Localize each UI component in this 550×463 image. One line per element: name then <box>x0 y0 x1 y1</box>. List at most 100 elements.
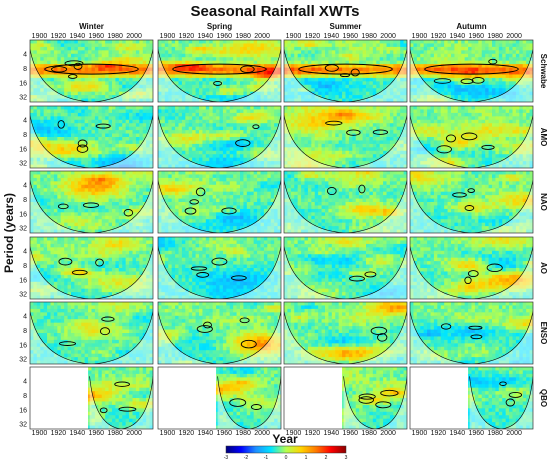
bottom-year-tick-winter-1980: 1980 <box>107 430 123 437</box>
panel-ao-winter <box>29 236 154 300</box>
season-label-spring: Spring <box>207 22 232 31</box>
colorbar-gradient <box>225 445 347 454</box>
panel-qbo-winter <box>29 366 154 430</box>
bottom-year-tick-autumn-1940: 1940 <box>450 430 466 437</box>
top-year-tick-autumn-1900: 1900 <box>412 33 428 40</box>
bottom-year-tick-summer-2000: 2000 <box>380 430 396 437</box>
panel-nao-spring <box>157 170 282 234</box>
colorbar-tick-3: 3 <box>345 455 348 461</box>
period-tick-enso-32: 32 <box>19 357 27 364</box>
bottom-year-tick-spring-1980: 1980 <box>235 430 251 437</box>
panel-frame <box>29 105 154 169</box>
top-year-tick-winter-1940: 1940 <box>70 33 86 40</box>
top-year-tick-summer-1940: 1940 <box>324 33 340 40</box>
top-year-tick-autumn-1940: 1940 <box>450 33 466 40</box>
top-year-tick-autumn-2000: 2000 <box>506 33 522 40</box>
panel-schwabe-autumn <box>409 39 534 103</box>
colorbar: -3 -2 -1 0 1 2 3 <box>224 445 348 461</box>
y-axis-label: Period (years) <box>2 193 16 273</box>
panel-schwabe-winter <box>29 39 154 103</box>
period-tick-amo-16: 16 <box>19 146 27 153</box>
row-label-qbo: QBO <box>539 389 548 407</box>
top-year-tick-autumn-1960: 1960 <box>468 33 484 40</box>
period-tick-enso-4: 4 <box>23 314 27 321</box>
period-tick-qbo-8: 8 <box>23 393 27 400</box>
period-tick-ao-8: 8 <box>23 263 27 270</box>
panel-enso-autumn <box>409 301 534 365</box>
panel-frame <box>409 236 534 300</box>
season-label-summer: Summer <box>329 22 361 31</box>
bottom-year-tick-autumn-1900: 1900 <box>412 430 428 437</box>
top-year-tick-summer-1900: 1900 <box>286 33 302 40</box>
panel-frame <box>29 236 154 300</box>
bottom-year-tick-summer-1900: 1900 <box>286 430 302 437</box>
season-label-autumn: Autumn <box>456 22 486 31</box>
colorbar-tick-0: 0 <box>285 455 288 461</box>
panel-frame <box>409 301 534 365</box>
bottom-year-tick-summer-1960: 1960 <box>342 430 358 437</box>
colorbar-tick-1: 1 <box>305 455 308 461</box>
bottom-year-tick-spring-2000: 2000 <box>254 430 270 437</box>
panel-ao-spring <box>157 236 282 300</box>
bottom-year-tick-winter-1960: 1960 <box>88 430 104 437</box>
top-year-tick-spring-1980: 1980 <box>235 33 251 40</box>
colorbar-tick--3: -3 <box>224 455 229 461</box>
period-tick-enso-16: 16 <box>19 342 27 349</box>
period-tick-ao-32: 32 <box>19 292 27 299</box>
panel-frame <box>283 105 408 169</box>
top-year-tick-spring-2000: 2000 <box>254 33 270 40</box>
panel-enso-summer <box>283 301 408 365</box>
panel-amo-winter <box>29 105 154 169</box>
period-tick-nao-4: 4 <box>23 183 27 190</box>
season-label-winter: Winter <box>79 22 104 31</box>
top-year-tick-spring-1940: 1940 <box>198 33 214 40</box>
row-label-amo: AMO <box>539 128 548 147</box>
top-year-tick-spring-1920: 1920 <box>179 33 195 40</box>
row-label-ao: AO <box>539 262 548 274</box>
top-year-tick-winter-1960: 1960 <box>88 33 104 40</box>
period-tick-enso-8: 8 <box>23 328 27 335</box>
top-year-tick-winter-2000: 2000 <box>126 33 142 40</box>
panel-frame <box>157 236 282 300</box>
panel-nao-autumn <box>409 170 534 234</box>
panel-frame <box>409 105 534 169</box>
bottom-year-tick-summer-1920: 1920 <box>305 430 321 437</box>
panel-frame <box>157 366 282 430</box>
top-year-tick-summer-1960: 1960 <box>342 33 358 40</box>
panel-nao-winter <box>29 170 154 234</box>
bottom-year-tick-winter-1940: 1940 <box>70 430 86 437</box>
panel-qbo-autumn <box>409 366 534 430</box>
period-tick-schwabe-8: 8 <box>23 66 27 73</box>
panel-qbo-summer <box>283 366 408 430</box>
top-year-tick-spring-1960: 1960 <box>216 33 232 40</box>
row-label-enso: ENSO <box>539 322 548 345</box>
panel-frame <box>283 236 408 300</box>
top-year-tick-winter-1900: 1900 <box>32 33 48 40</box>
panel-frame <box>283 170 408 234</box>
top-year-tick-winter-1980: 1980 <box>107 33 123 40</box>
colorbar-tick-2: 2 <box>325 455 328 461</box>
period-tick-schwabe-4: 4 <box>23 52 27 59</box>
row-label-schwabe: Schwabe <box>539 54 548 89</box>
panel-frame <box>29 301 154 365</box>
panel-frame <box>157 301 282 365</box>
period-tick-schwabe-32: 32 <box>19 95 27 102</box>
panel-frame <box>29 170 154 234</box>
bottom-year-tick-autumn-2000: 2000 <box>506 430 522 437</box>
period-tick-amo-32: 32 <box>19 161 27 168</box>
bottom-year-tick-autumn-1920: 1920 <box>431 430 447 437</box>
period-tick-nao-8: 8 <box>23 197 27 204</box>
panel-frame <box>283 39 408 103</box>
panel-amo-spring <box>157 105 282 169</box>
top-year-tick-autumn-1980: 1980 <box>487 33 503 40</box>
row-label-nao: NAO <box>539 193 548 211</box>
colorbar-tick--2: -2 <box>244 455 249 461</box>
x-axis-label: Year <box>272 432 298 446</box>
panel-frame <box>283 301 408 365</box>
bottom-year-tick-spring-1920: 1920 <box>179 430 195 437</box>
bottom-year-tick-spring-1940: 1940 <box>198 430 214 437</box>
panel-frame <box>29 39 154 103</box>
bottom-year-tick-autumn-1960: 1960 <box>468 430 484 437</box>
panel-schwabe-spring <box>157 39 282 103</box>
